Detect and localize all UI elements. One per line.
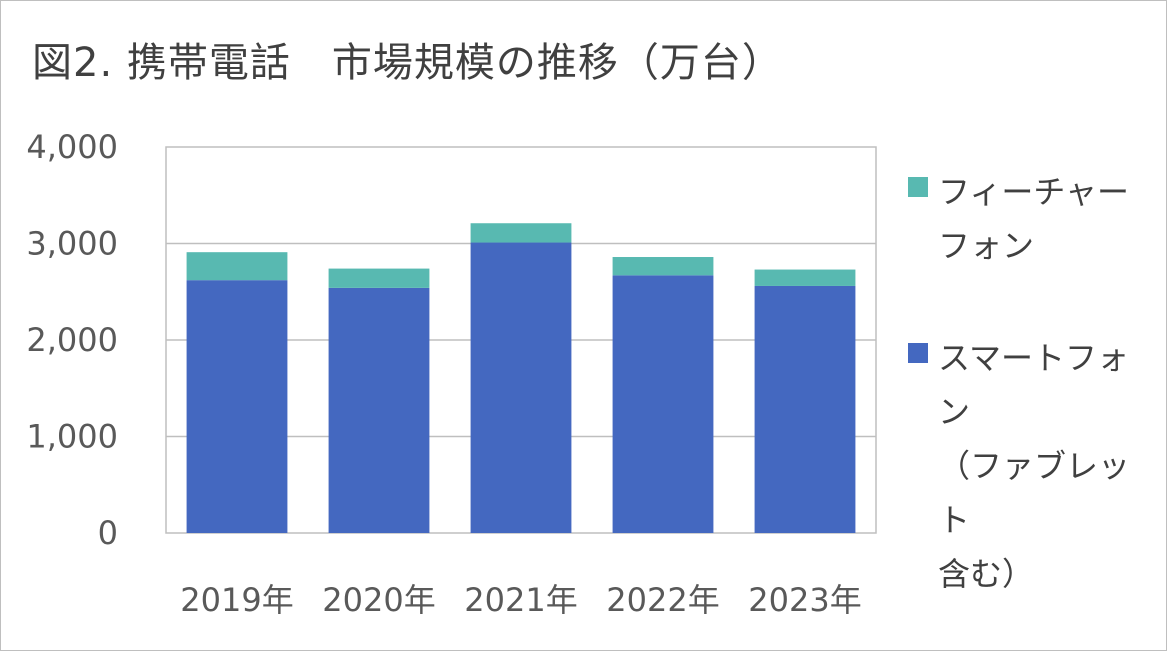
y-tick-label: 3,000 — [26, 225, 118, 263]
x-tick-label: 2020年 — [322, 581, 435, 619]
bar-feature-phone — [328, 268, 430, 288]
y-axis-ticks: 0 1,000 2,000 3,000 4,000 — [26, 128, 118, 552]
x-tick-label: 2023年 — [748, 581, 861, 619]
x-axis-ticks: 2019年 2020年 2021年 2022年 2023年 — [180, 581, 861, 619]
y-tick-label: 1,000 — [26, 418, 118, 456]
bar-feature-phone — [470, 223, 572, 243]
legend-label-feature-phone: フィーチャー フォン — [938, 173, 1130, 265]
x-tick-label: 2021年 — [464, 581, 577, 619]
legend-item-smartphone: スマートフォン （ファブレット 含む） — [908, 331, 1158, 601]
bar-smartphone — [612, 275, 714, 533]
bar-smartphone — [470, 242, 572, 533]
bar-smartphone — [328, 287, 430, 533]
legend-label-smartphone: スマートフォン （ファブレット 含む） — [938, 339, 1131, 593]
legend: フィーチャー フォン スマートフォン （ファブレット 含む） — [908, 165, 1158, 601]
y-tick-label: 2,000 — [26, 321, 118, 359]
y-tick-label: 0 — [98, 514, 118, 552]
x-tick-label: 2022年 — [606, 581, 719, 619]
bar-feature-phone — [754, 269, 856, 286]
legend-swatch-smartphone — [908, 343, 928, 363]
bar-feature-phone — [186, 252, 288, 281]
legend-item-feature-phone: フィーチャー フォン — [908, 165, 1158, 273]
bar-smartphone — [186, 280, 288, 533]
chart-title: 図2. 携帯電話 市場規模の推移（万台） — [32, 40, 783, 86]
legend-swatch-feature-phone — [908, 177, 928, 197]
y-tick-label: 4,000 — [26, 128, 118, 166]
bar-feature-phone — [612, 257, 714, 276]
x-tick-label: 2019年 — [180, 581, 293, 619]
bar-smartphone — [754, 285, 856, 533]
bars — [186, 223, 856, 533]
